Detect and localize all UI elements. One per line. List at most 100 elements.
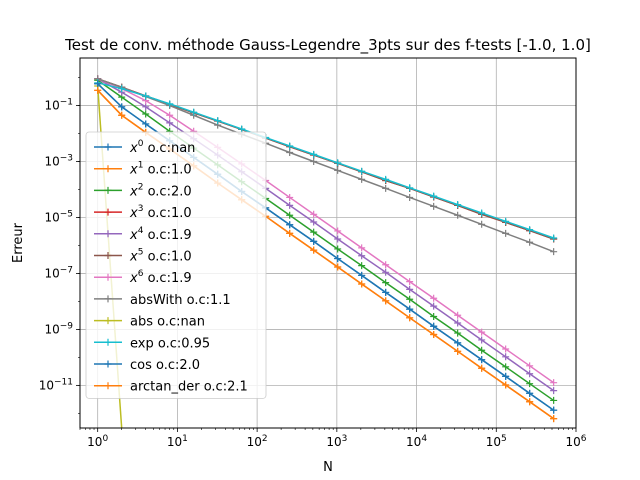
legend-entry: cos o.c:2.0 (94, 358, 200, 373)
data-point (406, 314, 414, 322)
data-point (406, 305, 414, 313)
legend-marker (104, 143, 112, 151)
legend-label: abs o.c:nan (130, 315, 205, 330)
data-point (334, 255, 342, 263)
data-point (430, 192, 438, 200)
data-point (310, 218, 318, 226)
legend-entry: absWith o.c:1.1 (94, 293, 231, 308)
legend-entry: x5 o.c:1.0 (94, 248, 192, 265)
x-tick-label: 101 (167, 434, 188, 449)
data-point (310, 210, 318, 218)
data-point (142, 92, 150, 100)
legend-label: x2 o.c:2.0 (129, 182, 192, 199)
legend-marker (104, 186, 112, 194)
legend-entry: exp o.c:0.95 (94, 336, 210, 351)
series-line (97, 78, 555, 384)
data-point (430, 202, 438, 210)
x-tick-label: 100 (87, 434, 108, 449)
data-point (286, 148, 294, 156)
data-point (382, 288, 390, 296)
data-point (310, 246, 318, 254)
axis-ticks: 100 101 102 103 104 105 106 10−1 10−3 10−5 10−7 10−… (39, 77, 587, 449)
data-point (190, 108, 198, 116)
data-point (478, 364, 486, 372)
legend-marker (104, 360, 112, 368)
x-tick-label: 106 (565, 434, 586, 449)
data-point (502, 217, 510, 225)
data-point (406, 184, 414, 192)
legend-entry: x4 o.c:1.9 (94, 226, 192, 243)
data-point (550, 379, 558, 387)
legend-entry: x3 o.c:1.0 (94, 204, 192, 221)
data-point (310, 150, 318, 158)
data-point (502, 372, 510, 380)
data-point (502, 363, 510, 371)
legend-label: x5 o.c:1.0 (129, 248, 192, 265)
legend-label: x0 o.c:nan (129, 139, 195, 156)
data-point (310, 228, 318, 236)
y-tick-label: 10−7 (44, 265, 73, 280)
data-point (358, 167, 366, 175)
data-point (286, 229, 294, 237)
data-point (550, 396, 558, 404)
chart-title: Test de conv. méthode Gauss-Legendre_3pt… (64, 36, 591, 55)
legend-label: exp o.c:0.95 (130, 336, 210, 351)
legend-label: x6 o.c:1.9 (129, 269, 192, 286)
data-point (430, 322, 438, 330)
legend-marker (104, 382, 112, 390)
data-point (166, 119, 174, 127)
data-point (358, 175, 366, 183)
legend-marker (104, 338, 112, 346)
data-point (430, 312, 438, 320)
data-point (526, 226, 534, 234)
axes-frame (79, 57, 577, 429)
data-point (166, 100, 174, 108)
legend-marker (104, 230, 112, 238)
series-line (97, 78, 555, 392)
data-point (526, 398, 534, 406)
data-point (358, 252, 366, 260)
data-point (478, 209, 486, 217)
data-point (454, 211, 462, 219)
series-9 (94, 79, 558, 242)
data-point (526, 389, 534, 397)
data-point (94, 80, 102, 88)
data-point (286, 221, 294, 229)
data-point (550, 406, 558, 414)
data-point (358, 262, 366, 270)
data-point (454, 201, 462, 209)
data-point (478, 328, 486, 336)
y-tick-label: 10−1 (44, 98, 73, 113)
data-point (550, 387, 558, 395)
data-point (406, 193, 414, 201)
data-point (478, 220, 486, 228)
data-point (430, 302, 438, 310)
data-point (166, 111, 174, 119)
data-point (550, 234, 558, 242)
legend-label: arctan_der o.c:2.1 (130, 380, 248, 395)
data-point (310, 237, 318, 245)
data-point (286, 142, 294, 150)
data-point (142, 103, 150, 111)
data-point (502, 229, 510, 237)
y-tick-label: 10−11 (39, 377, 73, 392)
series-line (97, 82, 554, 239)
data-point (550, 415, 558, 423)
series-line (97, 78, 554, 253)
data-point (406, 285, 414, 293)
data-point (406, 295, 414, 303)
data-point (286, 193, 294, 201)
data-point (454, 347, 462, 355)
data-point (454, 339, 462, 347)
data-point (454, 319, 462, 327)
y-tick-label: 10−5 (44, 209, 73, 224)
data-point (430, 330, 438, 338)
data-point (526, 238, 534, 246)
legend-label: absWith o.c:1.1 (130, 293, 231, 308)
data-point (286, 201, 294, 209)
data-point (358, 280, 366, 288)
series-4 (94, 75, 558, 395)
data-point (358, 244, 366, 252)
legend-entry: x2 o.c:2.0 (94, 182, 192, 199)
